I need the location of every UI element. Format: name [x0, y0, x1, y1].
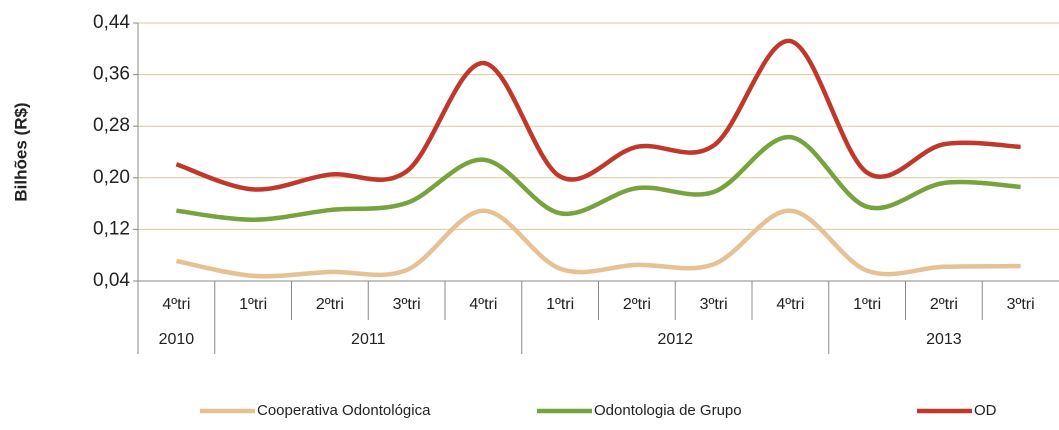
x-tick-label: 3ºtri: [393, 296, 421, 313]
y-tick-label: 0,12: [93, 218, 130, 239]
x-tick-label: 1ºtri: [239, 296, 267, 313]
x-tick-label: 4ºtri: [776, 296, 804, 313]
group-label: 2012: [657, 331, 693, 348]
series-line: [175, 38, 1021, 192]
legend-label: Cooperativa Odontológica: [257, 402, 431, 419]
series-line: [175, 208, 1021, 279]
y-axis-label: Bilhões (R$): [11, 102, 30, 201]
group-label: 2010: [159, 331, 195, 348]
x-tick-label: 4ºtri: [162, 296, 190, 313]
y-tick-label: 0,04: [93, 270, 130, 291]
series-line: [176, 134, 1021, 222]
group-label: 2013: [926, 331, 962, 348]
y-tick-label: 0,20: [93, 167, 130, 188]
x-tick-label: 2ºtri: [623, 296, 651, 313]
y-tick-label: 0,36: [93, 64, 130, 85]
x-tick-label: 2ºtri: [930, 296, 958, 313]
x-tick-label: 2ºtri: [316, 296, 344, 313]
x-tick-label: 1ºtri: [546, 296, 574, 313]
y-tick-label: 0,44: [93, 12, 130, 33]
x-tick-label: 4ºtri: [469, 296, 497, 313]
legend-label: OD: [974, 402, 997, 419]
x-tick-label: 1ºtri: [853, 296, 881, 313]
legend-label: Odontologia de Grupo: [594, 402, 742, 419]
x-tick-label: 3ºtri: [1007, 296, 1035, 313]
y-tick-label: 0,28: [93, 115, 130, 136]
group-label: 2011: [351, 331, 386, 348]
x-tick-label: 3ºtri: [700, 296, 728, 313]
